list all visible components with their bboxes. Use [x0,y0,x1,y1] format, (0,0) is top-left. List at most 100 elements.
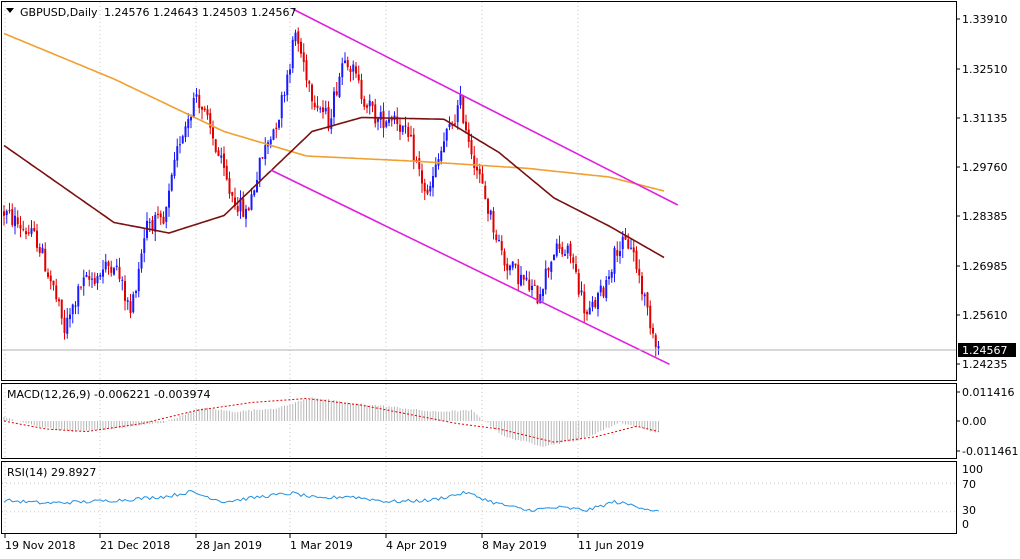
bull-candle [41,247,44,254]
menu-triangle-icon[interactable] [6,8,14,13]
price-tick-label: 1.24235 [962,358,1008,371]
bear-candle [311,84,313,102]
bull-candle [5,211,8,216]
bull-candle [69,314,71,320]
bull-candle [352,64,355,72]
bear-candle [536,285,539,304]
bear-candle [462,95,465,123]
macd-tick-label: 0.011416 [962,386,1015,399]
bull-candle [250,194,253,210]
bull-candle [256,180,258,193]
bear-candle [88,276,91,280]
bull-candle [445,128,448,141]
bull-candle [187,119,190,129]
bull-candle [286,74,289,96]
bear-candle [484,185,487,200]
bull-candle [509,265,511,271]
bull-candle [319,108,322,110]
bear-candle [649,305,652,329]
bull-candle [344,60,346,64]
bear-candle [646,292,649,308]
bear-candle [302,52,305,63]
bear-candle [602,287,605,297]
bull-candle [388,119,390,123]
bear-candle [569,243,572,257]
bear-candle [162,216,165,224]
bear-candle [572,257,575,263]
bear-candle [652,327,654,334]
bull-candle [170,174,173,191]
bull-candle [14,215,16,227]
bear-candle [349,68,352,73]
bear-candle [638,268,641,276]
time-tick-label: 1 Mar 2019 [290,539,353,552]
rsi-tick-label: 70 [962,478,976,491]
bull-candle [630,247,632,249]
bear-candle [316,105,319,108]
time-tick-label: 11 Jun 2019 [578,539,644,552]
bear-candle [19,225,22,229]
bull-candle [434,164,437,178]
time-tick-label: 19 Nov 2018 [5,539,75,552]
bear-candle [110,266,113,273]
bear-candle [473,155,476,169]
bear-candle [8,210,11,212]
bull-candle [432,175,434,188]
bull-candle [613,248,616,274]
bear-candle [635,250,638,270]
bear-candle [399,124,401,132]
bull-candle [498,239,500,241]
bull-candle [368,100,371,107]
bear-candle [487,198,489,214]
bear-candle [654,335,657,347]
bull-candle [605,280,608,299]
bear-candle [327,107,330,129]
ohlc-readout: 1.24576 1.24643 1.24503 1.24567 [104,6,296,19]
bear-candle [470,140,473,155]
bear-candle [616,250,619,256]
bull-candle [385,121,388,127]
bull-candle [621,236,624,250]
bull-candle [330,118,333,129]
bull-candle [440,150,443,161]
bear-candle [575,264,577,272]
price-panel[interactable] [1,1,957,381]
bull-candle [610,271,613,278]
bull-candle [404,125,407,127]
bear-candle [583,291,586,314]
bear-candle [63,317,66,333]
bull-candle [379,112,382,120]
candlestick-series [3,27,660,357]
bull-candle [597,292,599,310]
bear-candle [203,108,206,110]
bear-candle [22,228,25,230]
bull-candle [113,268,115,275]
bear-candle [335,91,338,95]
bull-candle [165,206,168,222]
bull-candle [269,139,272,145]
bear-candle [396,116,399,124]
bear-candle [632,247,635,253]
bear-candle [212,127,214,139]
bull-candle [520,274,522,286]
bear-candle [151,220,154,231]
bull-candle [82,277,85,286]
bull-candle [220,155,223,158]
bear-candle [228,178,231,194]
bear-candle [366,105,368,108]
bull-candle [591,301,594,308]
bear-candle [514,263,517,266]
price-tick-label: 1.32510 [962,63,1008,76]
bear-candle [209,113,212,128]
bear-candle [201,106,203,110]
rsi-label: RSI(14) 29.8927 [7,466,96,479]
bear-candle [313,102,316,108]
rsi-tick-label: 30 [962,504,976,517]
bull-candle [429,186,432,192]
bear-candle [467,129,470,142]
bear-candle [225,165,228,180]
bear-candle [80,286,82,288]
price-tick-label: 1.26985 [962,260,1008,273]
sma-50-line [3,116,665,259]
